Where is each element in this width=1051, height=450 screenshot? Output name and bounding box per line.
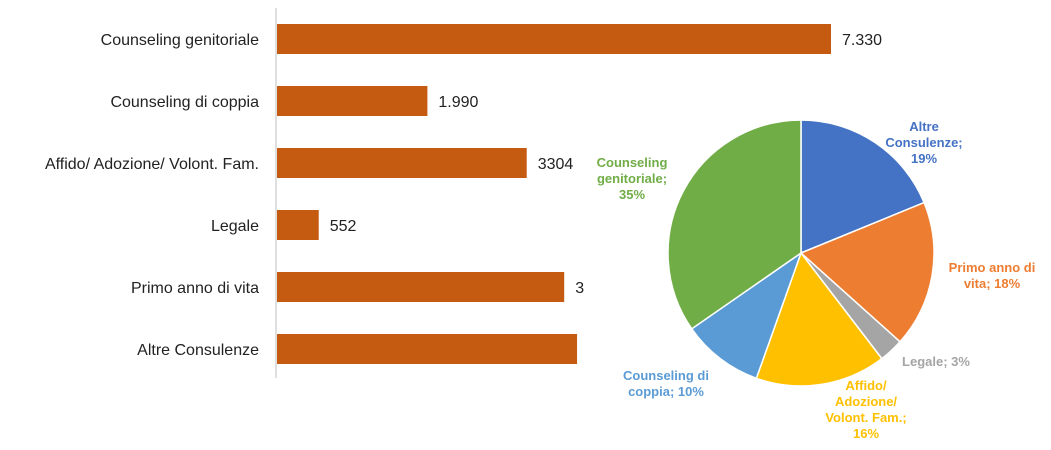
bar [277,148,527,178]
category-label: Legale [211,218,259,235]
bar [277,24,831,54]
pie-slice-label-line: Altre [909,119,939,134]
category-label: Altre Consulenze [137,342,259,359]
category-label: Primo anno di vita [131,280,259,297]
pie-slice-label-line: Primo anno di [949,260,1036,275]
value-label: 1.990 [438,94,478,111]
pie-slice-label: Legale; 3% [902,354,970,369]
value-label: 3304 [538,156,574,173]
pie-slice [755,251,883,387]
value-label: 552 [330,218,357,235]
pie-slice-label-line: Affido/ [845,378,887,393]
pie-slice-label: Altre Consulenze; 19% [885,119,962,166]
pie-slice-label: Primo anno di vita; 18% [949,260,1036,291]
pie-slice-label-line: genitoriale; [597,171,667,186]
value-label: 3 [575,280,584,297]
pie-slice-label-line: Legale; 3% [902,354,970,369]
pie-slice [690,251,803,380]
pie-slice-label-line: coppia; 10% [628,384,704,399]
category-label: Counseling di coppia [110,94,259,111]
pie-slice-label: Counseling genitoriale; 35% [597,155,668,202]
category-label: Affido/ Adozione/ Volont. Fam. [45,156,259,173]
pie-slice-label: Affido/Adozione/Volont. Fam.; 16% [825,378,906,441]
bar [277,210,319,240]
pie-slice-label-line: Consulenze; [885,135,962,150]
pie-slice [800,119,926,255]
bar [277,86,428,116]
bar [277,334,578,364]
pie-slice-label-line: vita; 18% [964,276,1021,291]
pie-slice-label: Counseling di coppia; 10% [623,368,709,399]
value-label: 7.330 [842,32,882,49]
category-label: Counseling genitoriale [101,32,259,49]
pie-chart: Altre Consulenze; 19% Primo anno di vita; 18… [597,119,1036,441]
bar [277,272,565,302]
bar-chart: Counseling genitoriale 7.330 Counseling di… [45,8,882,378]
pie-slice-label-line: 35% [619,187,645,202]
pie-slice-label-line: 16% [853,426,879,441]
pie-slice-label-line: Volont. Fam.; [825,410,906,425]
pie-slice-label-line: Counseling di [623,368,709,383]
pie-slice [799,201,935,343]
pie-slice-label-line: Adozione/ [835,394,897,409]
pie-slice [667,119,802,330]
pie-slice-label-line: 19% [911,151,937,166]
pie-slice-label-line: Counseling [597,155,668,170]
